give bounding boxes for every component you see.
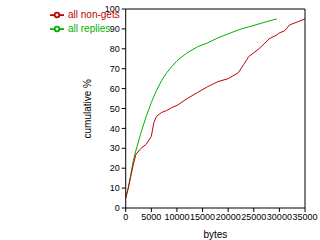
svg-text:30000: 30000 [267,212,292,222]
svg-text:90: 90 [110,24,120,34]
svg-text:20000: 20000 [216,212,241,222]
svg-text:35000: 35000 [292,212,312,222]
svg-text:10000: 10000 [164,212,189,222]
svg-text:30: 30 [110,143,120,153]
svg-text:40: 40 [110,124,120,134]
svg-text:100: 100 [105,4,120,14]
svg-text:15000: 15000 [190,212,215,222]
svg-text:80: 80 [110,44,120,54]
svg-text:10: 10 [110,183,120,193]
svg-text:50: 50 [110,104,120,114]
svg-text:0: 0 [123,212,128,222]
svg-text:60: 60 [110,84,120,94]
svg-text:25000: 25000 [241,212,266,222]
svg-text:70: 70 [110,64,120,74]
svg-text:0: 0 [115,203,120,213]
svg-text:5000: 5000 [141,212,161,222]
svg-text:20: 20 [110,163,120,173]
svg-text:bytes: bytes [203,229,227,240]
svg-text:cumulative %: cumulative % [82,79,93,139]
